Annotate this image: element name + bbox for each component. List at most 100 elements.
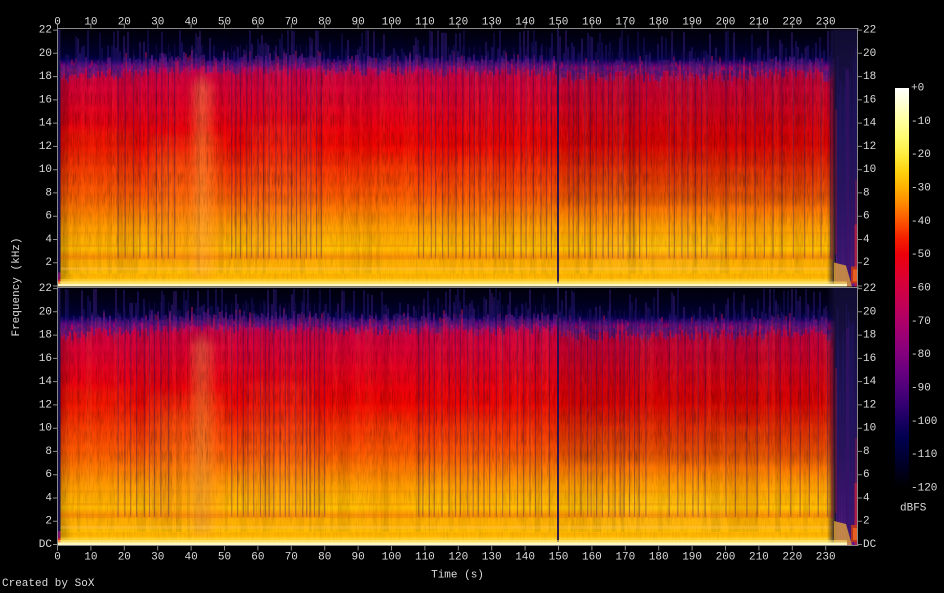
svg-text:20: 20 <box>39 306 52 318</box>
svg-text:14: 14 <box>863 118 877 130</box>
svg-text:40: 40 <box>184 552 197 564</box>
svg-text:80: 80 <box>318 552 331 564</box>
svg-text:0: 0 <box>54 552 61 564</box>
svg-text:18: 18 <box>39 71 52 83</box>
svg-text:Time (s): Time (s) <box>431 570 484 582</box>
svg-text:120: 120 <box>448 17 468 29</box>
svg-text:8: 8 <box>45 446 52 458</box>
svg-text:-70: -70 <box>911 316 931 328</box>
svg-text:-80: -80 <box>911 349 931 361</box>
svg-text:20: 20 <box>863 48 876 60</box>
svg-text:190: 190 <box>682 17 702 29</box>
svg-text:210: 210 <box>749 17 769 29</box>
svg-text:2: 2 <box>863 257 870 269</box>
svg-text:18: 18 <box>863 330 876 342</box>
svg-text:140: 140 <box>515 17 535 29</box>
svg-text:220: 220 <box>782 17 802 29</box>
svg-text:80: 80 <box>318 17 331 29</box>
svg-text:6: 6 <box>863 469 870 481</box>
svg-text:10: 10 <box>863 164 876 176</box>
svg-text:6: 6 <box>45 211 52 223</box>
svg-text:-110: -110 <box>911 449 937 461</box>
svg-text:120: 120 <box>448 552 468 564</box>
svg-text:14: 14 <box>39 376 53 388</box>
svg-text:10: 10 <box>39 164 52 176</box>
svg-text:50: 50 <box>218 552 231 564</box>
svg-text:2: 2 <box>863 516 870 528</box>
svg-text:12: 12 <box>39 141 52 153</box>
svg-text:22: 22 <box>39 25 52 37</box>
svg-text:12: 12 <box>863 141 876 153</box>
svg-text:-60: -60 <box>911 283 931 295</box>
svg-text:210: 210 <box>749 552 769 564</box>
svg-text:230: 230 <box>816 552 836 564</box>
svg-text:-90: -90 <box>911 383 931 395</box>
svg-text:220: 220 <box>782 552 802 564</box>
svg-text:18: 18 <box>39 330 52 342</box>
svg-text:200: 200 <box>716 17 736 29</box>
svg-text:-30: -30 <box>911 183 931 195</box>
svg-text:160: 160 <box>582 17 602 29</box>
svg-text:20: 20 <box>863 306 876 318</box>
svg-text:140: 140 <box>515 552 535 564</box>
svg-text:-100: -100 <box>911 416 937 428</box>
svg-text:70: 70 <box>285 552 298 564</box>
svg-text:30: 30 <box>151 552 164 564</box>
svg-text:10: 10 <box>84 552 97 564</box>
svg-text:20: 20 <box>118 552 131 564</box>
svg-text:12: 12 <box>863 399 876 411</box>
svg-text:10: 10 <box>39 423 52 435</box>
svg-text:110: 110 <box>415 552 435 564</box>
svg-text:60: 60 <box>251 17 264 29</box>
svg-text:150: 150 <box>549 17 569 29</box>
svg-text:6: 6 <box>45 469 52 481</box>
svg-text:DC: DC <box>863 539 877 551</box>
svg-text:100: 100 <box>382 552 402 564</box>
svg-text:200: 200 <box>716 552 736 564</box>
svg-text:170: 170 <box>615 17 635 29</box>
svg-text:-40: -40 <box>911 216 931 228</box>
svg-text:-50: -50 <box>911 249 931 261</box>
svg-text:8: 8 <box>863 187 870 199</box>
svg-text:+0: +0 <box>911 83 924 95</box>
svg-text:-120: -120 <box>911 483 937 495</box>
svg-text:-20: -20 <box>911 149 931 161</box>
svg-text:8: 8 <box>45 187 52 199</box>
svg-text:4: 4 <box>45 493 52 505</box>
svg-text:16: 16 <box>863 94 876 106</box>
svg-text:10: 10 <box>84 17 97 29</box>
svg-text:150: 150 <box>549 552 569 564</box>
svg-text:DC: DC <box>39 539 53 551</box>
svg-text:160: 160 <box>582 552 602 564</box>
svg-text:190: 190 <box>682 552 702 564</box>
svg-text:0: 0 <box>54 17 61 29</box>
svg-text:16: 16 <box>39 353 52 365</box>
svg-text:18: 18 <box>863 71 876 83</box>
svg-text:180: 180 <box>649 552 669 564</box>
svg-text:20: 20 <box>39 48 52 60</box>
svg-text:4: 4 <box>863 493 870 505</box>
svg-text:230: 230 <box>816 17 836 29</box>
svg-text:16: 16 <box>39 94 52 106</box>
svg-text:90: 90 <box>351 17 364 29</box>
svg-text:22: 22 <box>863 25 876 37</box>
svg-text:8: 8 <box>863 446 870 458</box>
svg-text:Created by SoX: Created by SoX <box>2 578 95 590</box>
svg-text:130: 130 <box>482 552 502 564</box>
svg-text:2: 2 <box>45 257 52 269</box>
svg-text:170: 170 <box>615 552 635 564</box>
svg-text:Frequency (kHz): Frequency (kHz) <box>11 237 23 336</box>
svg-text:-10: -10 <box>911 116 931 128</box>
svg-text:22: 22 <box>39 283 52 295</box>
svg-text:30: 30 <box>151 17 164 29</box>
svg-text:14: 14 <box>863 376 877 388</box>
svg-text:20: 20 <box>118 17 131 29</box>
svg-text:100: 100 <box>382 17 402 29</box>
svg-text:14: 14 <box>39 118 53 130</box>
svg-text:50: 50 <box>218 17 231 29</box>
svg-text:10: 10 <box>863 423 876 435</box>
svg-text:40: 40 <box>184 17 197 29</box>
svg-text:2: 2 <box>45 516 52 528</box>
svg-text:16: 16 <box>863 353 876 365</box>
svg-text:90: 90 <box>351 552 364 564</box>
